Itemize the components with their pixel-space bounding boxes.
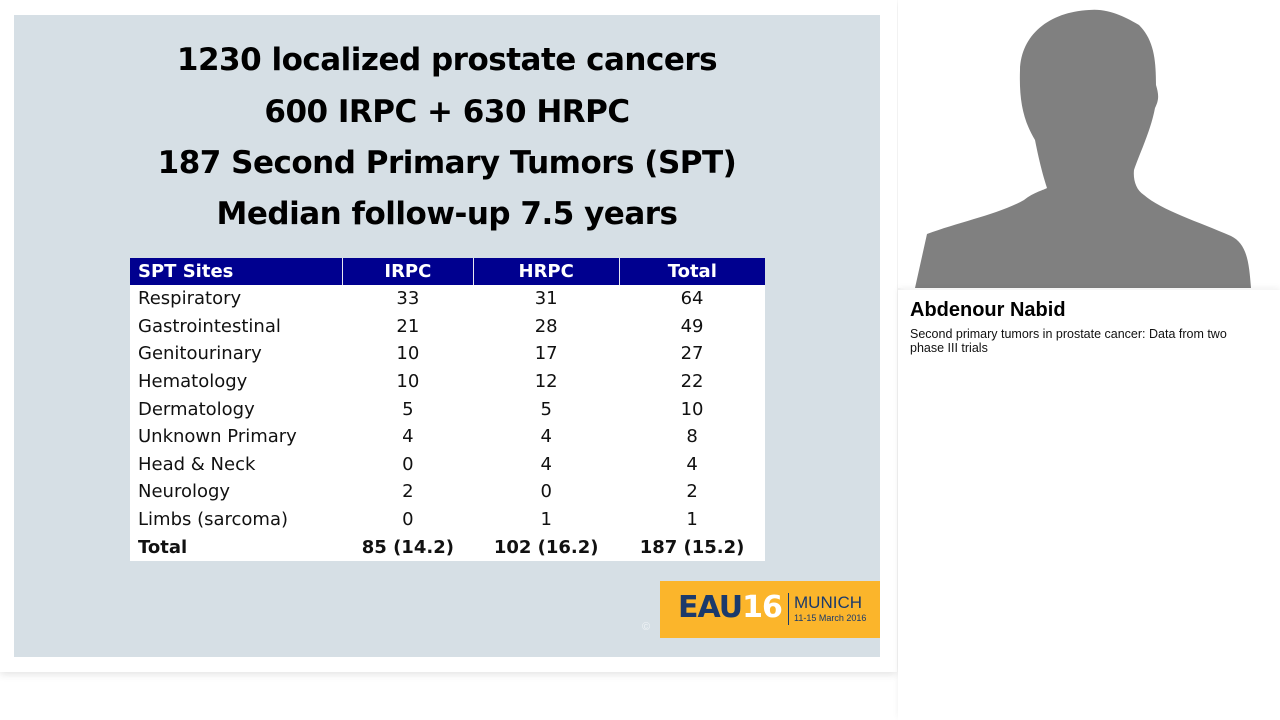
cell-site: Genitourinary (138, 343, 262, 365)
copyright-mark: © (642, 621, 651, 633)
cell-site: Limbs (sarcoma) (138, 509, 289, 531)
cell-site: Head & Neck (138, 453, 256, 475)
cell-irpc: 2 (402, 481, 414, 503)
person-silhouette-icon (915, 9, 1251, 288)
slide-viewer: 1230 localized prostate cancers 600 IRPC… (14, 15, 880, 657)
cell-irpc: 21 (396, 315, 420, 337)
speaker-photo (898, 0, 1280, 288)
table-row: Unknown Primary 4 4 8 (130, 423, 765, 451)
headline-1: 1230 localized prostate cancers (176, 42, 718, 78)
column-header-total: Total (618, 258, 765, 285)
headline-2: 600 IRPC + 630 HRPC (264, 94, 630, 130)
table-row: Limbs (sarcoma) 0 1 1 (130, 506, 765, 534)
cell-irpc: 0 (402, 453, 414, 475)
cell-total: 8 (686, 426, 698, 448)
table-row: Respiratory 33 31 64 (130, 285, 765, 313)
presentation-slide: 1230 localized prostate cancers 600 IRPC… (14, 15, 880, 657)
cell-hrpc: 4 (540, 426, 552, 448)
headline-3: 187 Second Primary Tumors (SPT) (157, 145, 737, 181)
cell-irpc: 5 (402, 398, 414, 420)
cell-hrpc: 28 (534, 315, 558, 337)
cell-site: Neurology (138, 481, 231, 503)
logo-wordmark: EAU16 (678, 590, 783, 625)
cell-irpc: 33 (396, 288, 420, 310)
spt-sites-table: SPT Sites IRPC HRPC Total Respiratory 33… (130, 258, 765, 561)
table-row: Hematology 10 12 22 (130, 368, 765, 396)
cell-total: 2 (686, 481, 698, 503)
column-header-irpc: IRPC (342, 258, 474, 285)
cell-hrpc: 12 (534, 371, 558, 393)
cell-total-label: Total (138, 536, 188, 558)
column-header-hrpc: HRPC (472, 258, 620, 285)
eau16-munich-logo: EAU16 MUNICH 11-15 March 2016 (660, 581, 880, 638)
cell-site: Gastrointestinal (138, 315, 281, 337)
cell-hrpc: 0 (540, 481, 552, 503)
cell-irpc: 4 (402, 426, 414, 448)
cell-total: 64 (680, 288, 704, 310)
cell-total: 22 (680, 371, 704, 393)
headline-4: Median follow-up 7.5 years (216, 196, 678, 232)
cell-site: Hematology (138, 371, 248, 393)
cell-total: 10 (680, 398, 704, 420)
table-header-row: SPT Sites IRPC HRPC Total (130, 258, 765, 285)
cell-site: Respiratory (138, 288, 242, 310)
cell-site: Unknown Primary (138, 426, 297, 448)
cell-total-hrpc: 102 (16.2) (493, 536, 599, 558)
cell-total: 49 (680, 315, 704, 337)
cell-total: 1 (686, 509, 698, 531)
table-row: Head & Neck 0 4 4 (130, 451, 765, 479)
cell-hrpc: 31 (534, 288, 558, 310)
logo-dates: 11-15 March 2016 (794, 613, 867, 623)
talk-title: Second primary tumors in prostate cancer… (910, 327, 1227, 355)
cell-hrpc: 17 (534, 343, 558, 365)
table-row: Dermatology 5 5 10 (130, 395, 765, 423)
cell-site: Dermatology (138, 398, 255, 420)
cell-hrpc: 1 (540, 509, 552, 531)
speaker-name: Abdenour Nabid (910, 299, 1066, 321)
speaker-info-panel: Abdenour Nabid Second primary tumors in … (898, 290, 1280, 720)
table-row: Genitourinary 10 17 27 (130, 340, 765, 368)
cell-hrpc: 5 (540, 398, 552, 420)
cell-total-all: 187 (15.2) (639, 536, 745, 558)
logo-divider (788, 593, 789, 625)
table-row: Neurology 2 0 2 (130, 478, 765, 506)
logo-brand: EAU (678, 590, 743, 625)
logo-city: MUNICH (794, 593, 862, 612)
cell-hrpc: 4 (540, 453, 552, 475)
logo-year: 16 (742, 590, 783, 625)
table-total-row: Total 85 (14.2) 102 (16.2) 187 (15.2) (130, 533, 765, 561)
cell-irpc: 10 (396, 343, 420, 365)
cell-total: 4 (686, 453, 698, 475)
column-header-sites: SPT Sites (130, 258, 343, 285)
cell-total: 27 (680, 343, 704, 365)
cell-irpc: 10 (396, 371, 420, 393)
table-row: Gastrointestinal 21 28 49 (130, 313, 765, 341)
cell-total-irpc: 85 (14.2) (361, 536, 454, 558)
cell-irpc: 0 (402, 509, 414, 531)
